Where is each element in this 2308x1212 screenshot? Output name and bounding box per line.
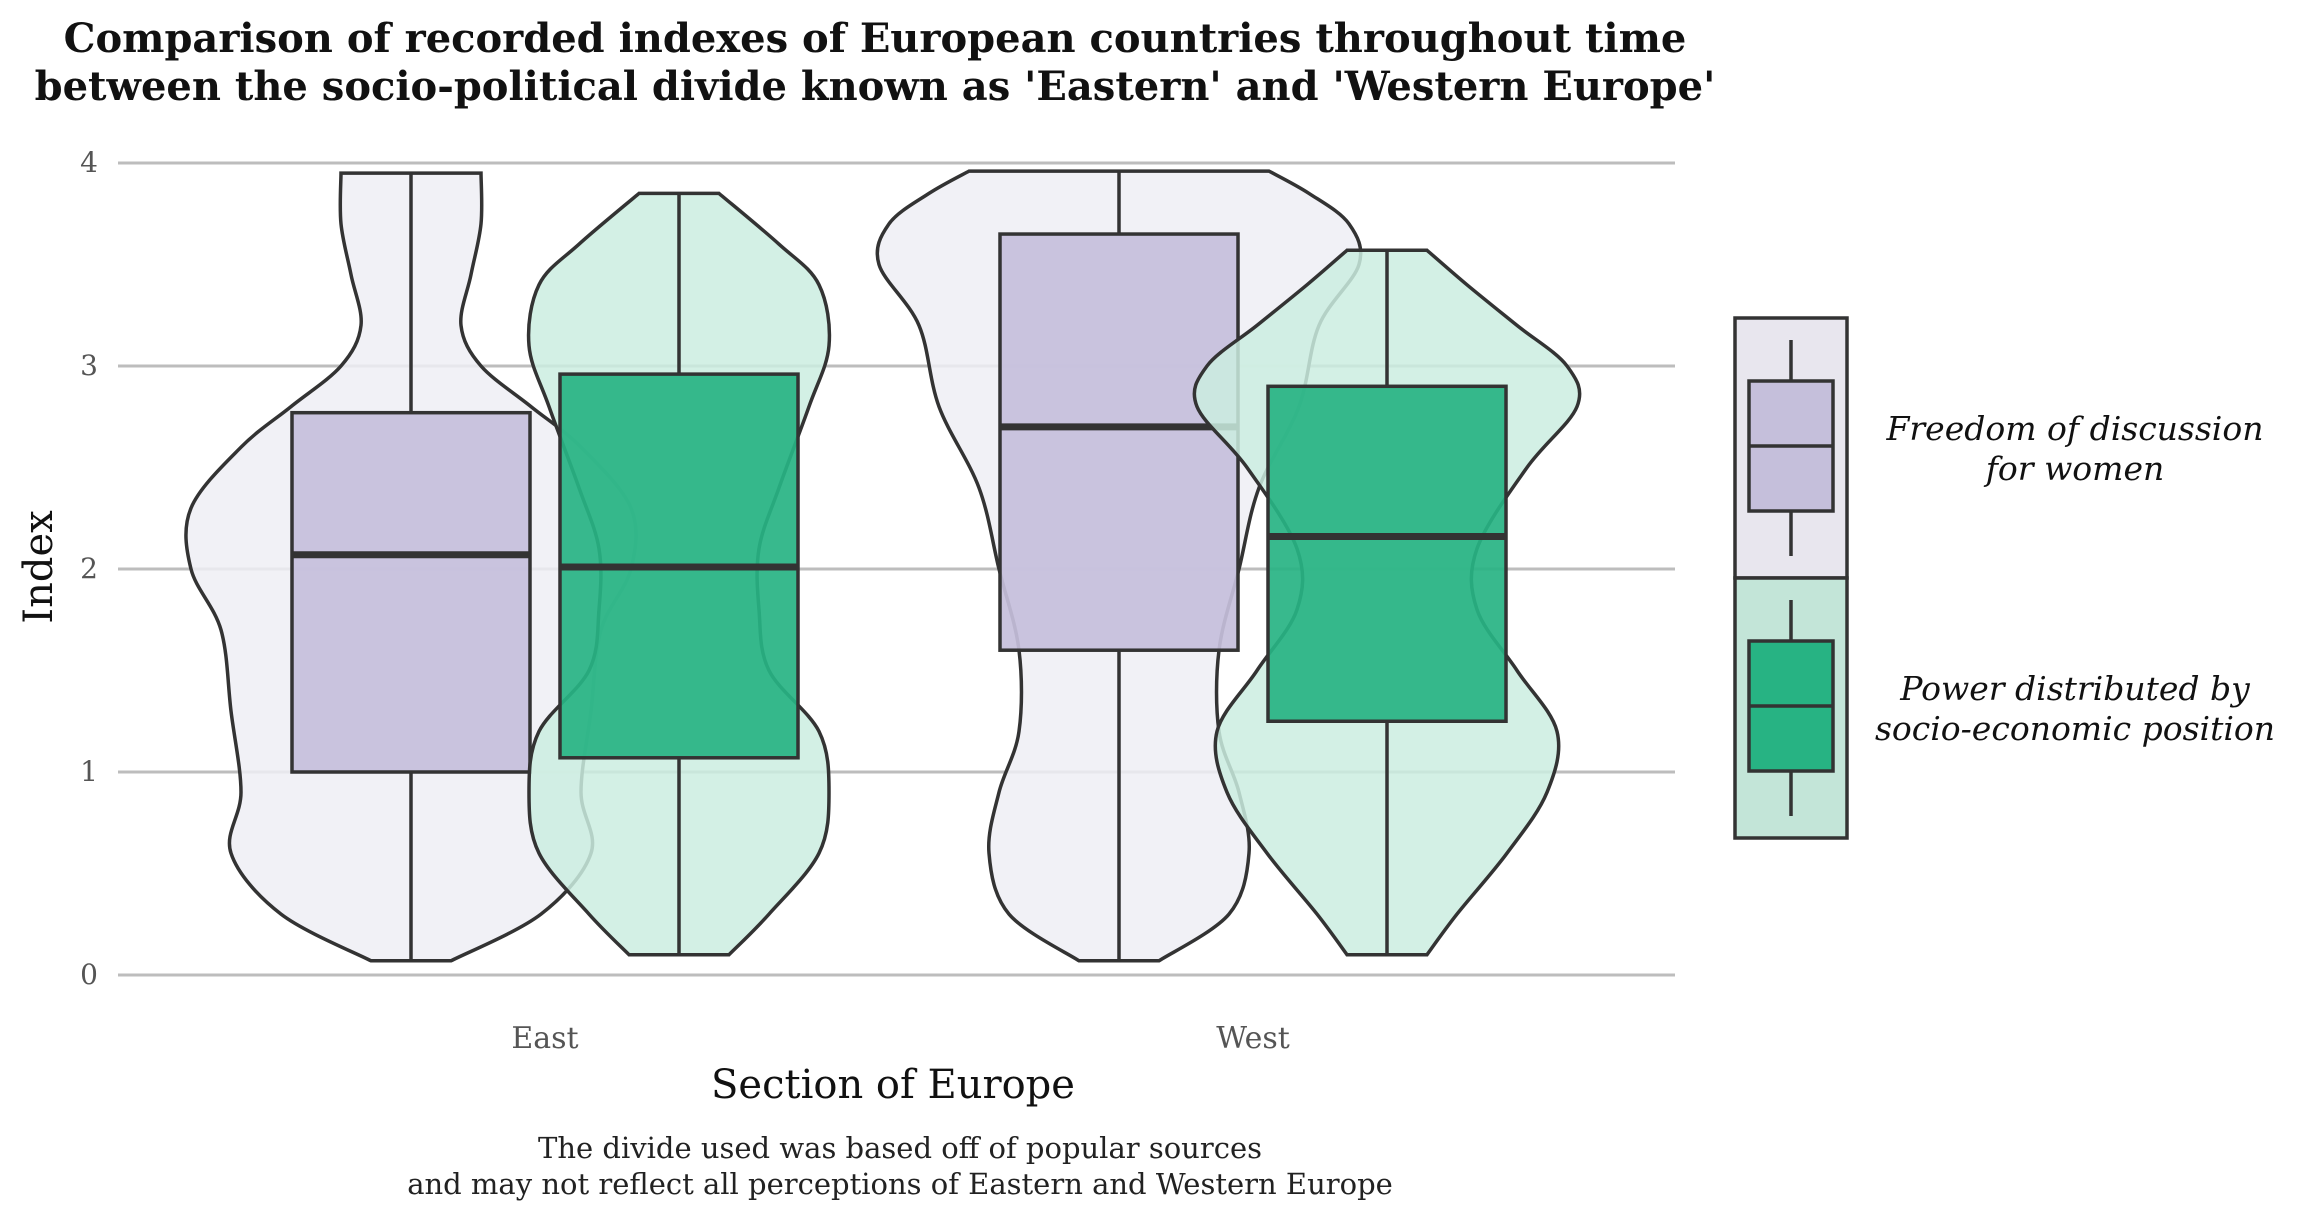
y-tick-label: 1 — [80, 755, 98, 788]
box — [290, 410, 532, 774]
chart-title-line-1: Comparison of recorded indexes of Europe… — [64, 15, 1687, 62]
legend-label: Freedom of discussion — [1886, 409, 2264, 448]
series-1-east — [184, 171, 638, 963]
x-axis-ticks: East West — [511, 1021, 1289, 1056]
y-tick-label: 4 — [80, 146, 98, 179]
y-axis-label: Index — [16, 510, 62, 624]
x-axis-label: Section of Europe — [711, 1062, 1075, 1108]
series-2-west — [1192, 248, 1582, 957]
x-tick-label: West — [1216, 1021, 1290, 1056]
legend-label: Power distributed by — [1899, 669, 2250, 708]
y-tick-label: 0 — [80, 958, 98, 991]
chart-title-line-2: between the socio-political divide known… — [35, 63, 1716, 110]
y-tick-label: 3 — [80, 349, 98, 382]
caption-line-1: The divide used was based off of popular… — [538, 1131, 1262, 1165]
x-tick-label: East — [511, 1021, 578, 1056]
box — [1266, 384, 1508, 723]
y-axis-ticks: 0 1 2 3 4 — [80, 146, 98, 991]
box — [998, 232, 1240, 652]
y-tick-label: 2 — [80, 552, 98, 585]
series-2-east — [526, 191, 832, 957]
legend-label: socio-economic position — [1875, 709, 2275, 748]
caption-line-2: and may not reflect all perceptions of E… — [407, 1167, 1393, 1201]
legend-label: for women — [1983, 449, 2165, 488]
plot-area — [184, 169, 1582, 963]
